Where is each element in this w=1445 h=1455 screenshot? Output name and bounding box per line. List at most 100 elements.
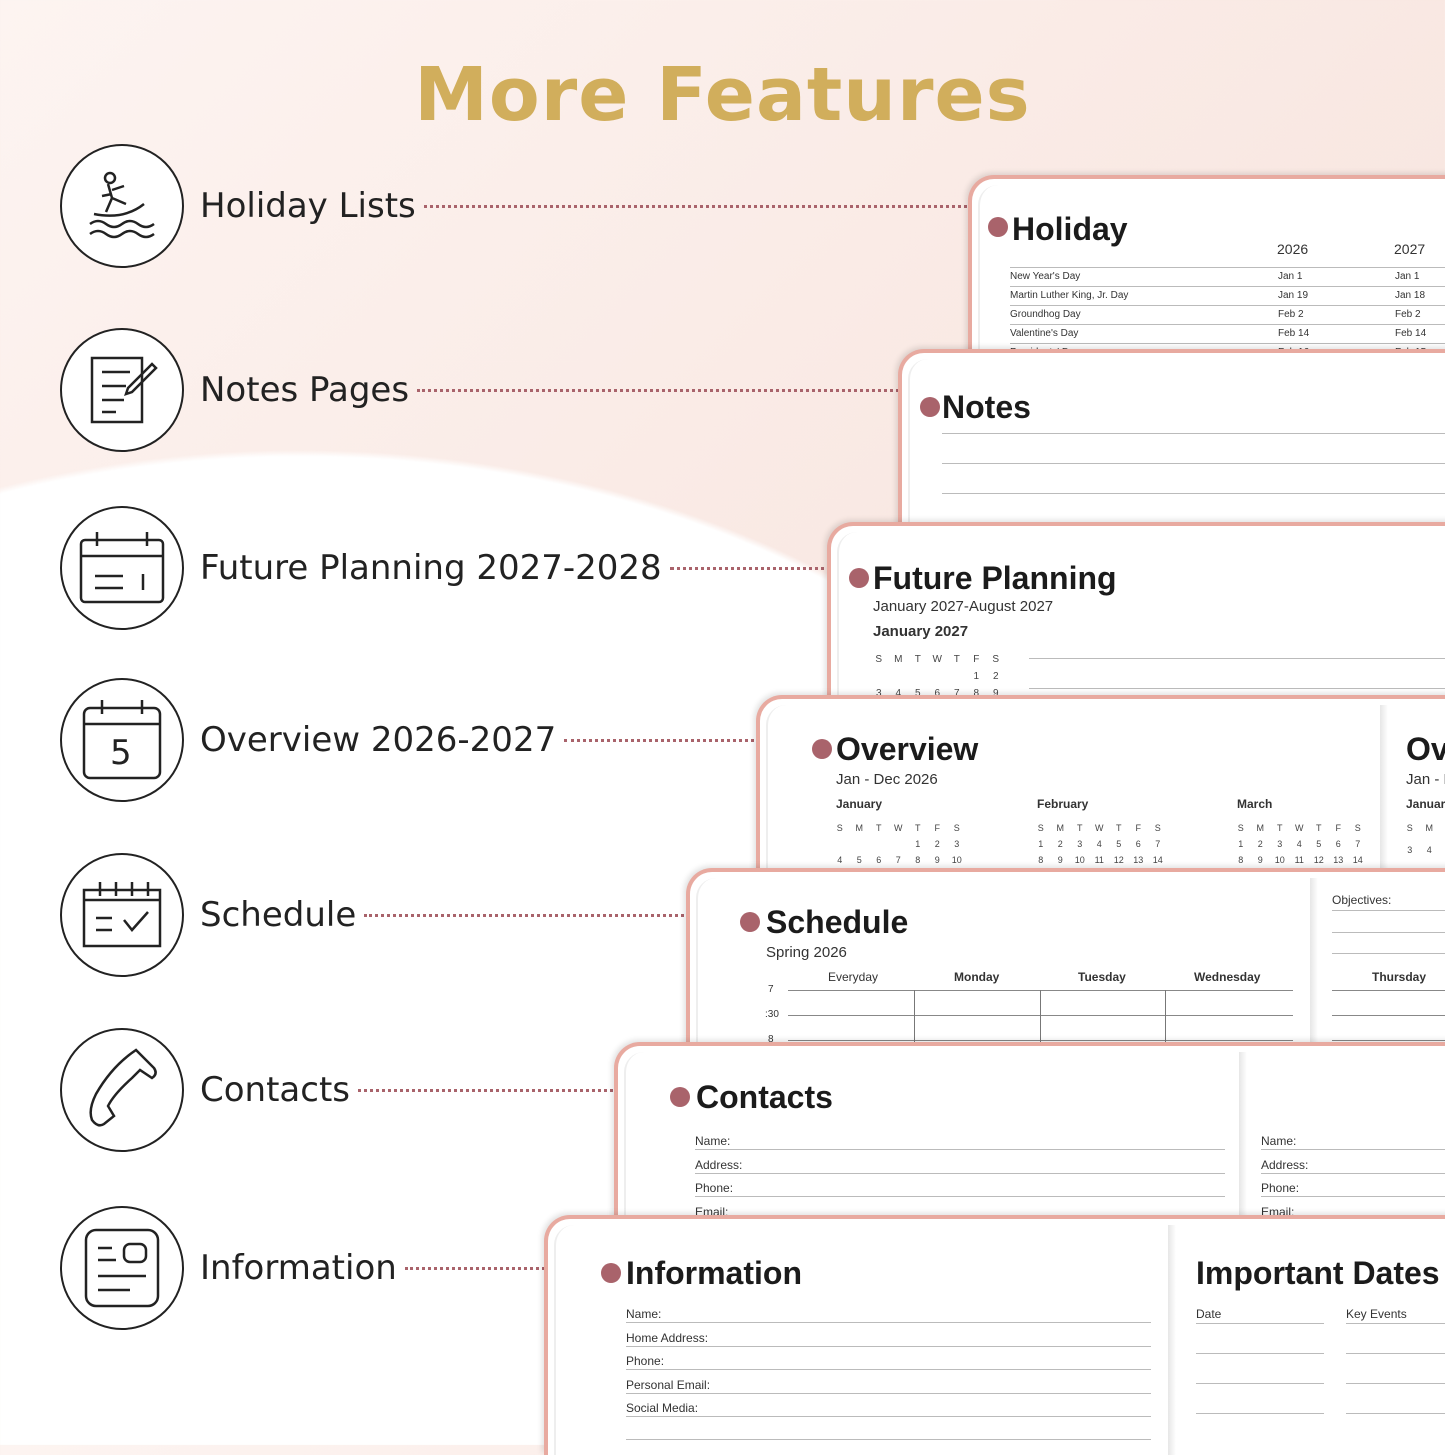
day-cell: 4 bbox=[1096, 839, 1102, 849]
weekday-label: S bbox=[992, 654, 1000, 665]
day-cell: 3 bbox=[1077, 839, 1083, 849]
field-line bbox=[1261, 1172, 1445, 1174]
month-calendar: SMTWTFS34 bbox=[1400, 823, 1445, 855]
day-cell bbox=[830, 839, 850, 849]
day-cell: 3 bbox=[954, 839, 960, 849]
year-header: 2027 bbox=[1394, 241, 1426, 257]
row-divider bbox=[1010, 305, 1445, 306]
bullet bbox=[812, 739, 832, 759]
info-field-label: Home Address: bbox=[626, 1330, 709, 1345]
day-cell: 11 bbox=[1294, 855, 1304, 865]
day-cell: 2 bbox=[992, 671, 999, 682]
day-cell: 12 bbox=[1313, 855, 1324, 865]
feature-label: Notes Pages bbox=[200, 370, 410, 410]
contact-field-label: Phone: bbox=[1261, 1181, 1300, 1195]
day-cell: 10 bbox=[1074, 855, 1085, 865]
day-cell: 1 bbox=[915, 839, 921, 849]
day-cell: 4 bbox=[1426, 845, 1432, 855]
field-line bbox=[1261, 1149, 1445, 1150]
day-cell: 11 bbox=[1094, 855, 1104, 865]
weekday-label: M bbox=[1056, 823, 1065, 833]
day-cell: 1 bbox=[973, 671, 980, 682]
contacts-title: Contacts bbox=[696, 1079, 833, 1115]
holiday-name: Groundhog Day bbox=[1010, 309, 1081, 320]
feature-holiday-lists: Holiday Lists bbox=[60, 144, 979, 268]
day-cell: 8 bbox=[973, 688, 980, 699]
day-cell: 4 bbox=[895, 688, 902, 699]
day-cell: 9 bbox=[1257, 855, 1263, 865]
day-cell bbox=[869, 839, 889, 849]
field-line bbox=[695, 1149, 1225, 1150]
bullet bbox=[670, 1087, 690, 1107]
weekday-label: S bbox=[1406, 823, 1413, 833]
day-cell: 10 bbox=[951, 855, 962, 865]
field-line bbox=[626, 1392, 1151, 1394]
day-cell bbox=[889, 839, 909, 849]
schedule-title: Schedule bbox=[766, 904, 909, 940]
page-title: More Features bbox=[414, 52, 1031, 138]
feature-label: Information bbox=[200, 1248, 397, 1288]
day-cell: 14 bbox=[1152, 855, 1163, 865]
calendar-5-icon: 5 bbox=[60, 678, 184, 802]
future-subtitle: January 2027-August 2027 bbox=[873, 598, 1054, 615]
weekday-label: W bbox=[1095, 823, 1104, 833]
row-divider bbox=[1010, 324, 1445, 325]
field-line bbox=[626, 1322, 1151, 1323]
holiday-page: Holiday 2026 2027 New Year's Day Jan 1 Jan… bbox=[968, 175, 1445, 375]
contact-field-label: Phone: bbox=[695, 1181, 734, 1195]
col-header: Thursday bbox=[1372, 970, 1427, 984]
day-cell: 2 bbox=[1057, 839, 1063, 849]
field-line bbox=[626, 1369, 1151, 1370]
overview-title: Overview bbox=[836, 731, 979, 767]
day-cell: 6 bbox=[1335, 839, 1341, 849]
day-cell: 3 bbox=[1277, 839, 1283, 849]
day-cell: 6 bbox=[1135, 839, 1141, 849]
weekday-label: M bbox=[855, 823, 864, 833]
month-calendar: S M T W T F S 1 2 3 4 5 6 7 8 9 10 11 12 13 14 bbox=[1231, 823, 1368, 865]
day-cell: 8 bbox=[1238, 855, 1244, 865]
contact-field-label: Address: bbox=[695, 1157, 743, 1172]
row-divider bbox=[1010, 343, 1445, 344]
feature-label: Holiday Lists bbox=[200, 186, 416, 226]
col-header: Wednesday bbox=[1194, 970, 1261, 984]
holiday-date-2026: Jan 19 bbox=[1278, 290, 1309, 301]
svg-text:5: 5 bbox=[110, 733, 132, 773]
day-cell: 2 bbox=[934, 839, 940, 849]
day-cell: 13 bbox=[1133, 855, 1144, 865]
feature-label: Contacts bbox=[200, 1070, 350, 1110]
connector bbox=[564, 738, 815, 742]
month-name: January bbox=[1406, 797, 1445, 811]
day-cell: 8 bbox=[1038, 855, 1044, 865]
day-cell: 14 bbox=[1352, 855, 1363, 865]
weekday-label: M bbox=[1256, 823, 1265, 833]
col-header: Everyday bbox=[828, 970, 879, 984]
feature-contacts: Contacts bbox=[60, 1028, 673, 1152]
schedule-subtitle: Spring 2026 bbox=[766, 944, 847, 961]
holiday-date-2027: Feb 14 bbox=[1395, 328, 1427, 339]
schedule-page: Schedule Spring 2026 Everyday Monday Tue… bbox=[686, 868, 1445, 1068]
future-planning-page: Future Planning January 2027-August 2027… bbox=[827, 522, 1445, 722]
weekday-label: T bbox=[914, 654, 921, 665]
day-cell bbox=[869, 671, 889, 682]
holiday-date-2027: Jan 1 bbox=[1395, 271, 1420, 282]
weekday-label: S bbox=[953, 823, 960, 833]
holiday-name: Martin Luther King, Jr. Day bbox=[1010, 290, 1129, 301]
holiday-name: New Year's Day bbox=[1010, 271, 1081, 282]
connector bbox=[364, 913, 750, 917]
weekday-label: F bbox=[973, 654, 980, 665]
weekday-label: W bbox=[1295, 823, 1304, 833]
day-cell: 3 bbox=[1407, 845, 1413, 855]
notepad-icon bbox=[60, 328, 184, 452]
day-cell bbox=[850, 839, 870, 849]
weekday-label: S bbox=[1354, 823, 1361, 833]
time-label: 8 bbox=[768, 1034, 774, 1045]
bullet bbox=[601, 1263, 621, 1283]
field-line bbox=[695, 1172, 1225, 1174]
phone-icon bbox=[60, 1028, 184, 1152]
overview-subtitle-2: Jan - D bbox=[1406, 771, 1445, 788]
day-cell: 9 bbox=[1057, 855, 1063, 865]
month-calendar: S M T W T F S 1 2 3 4 5 6 7 8 9 10 11 12 13 14 bbox=[1031, 823, 1168, 865]
connector bbox=[669, 566, 850, 570]
feature-label: Schedule bbox=[200, 895, 357, 935]
field-line bbox=[626, 1416, 1151, 1417]
